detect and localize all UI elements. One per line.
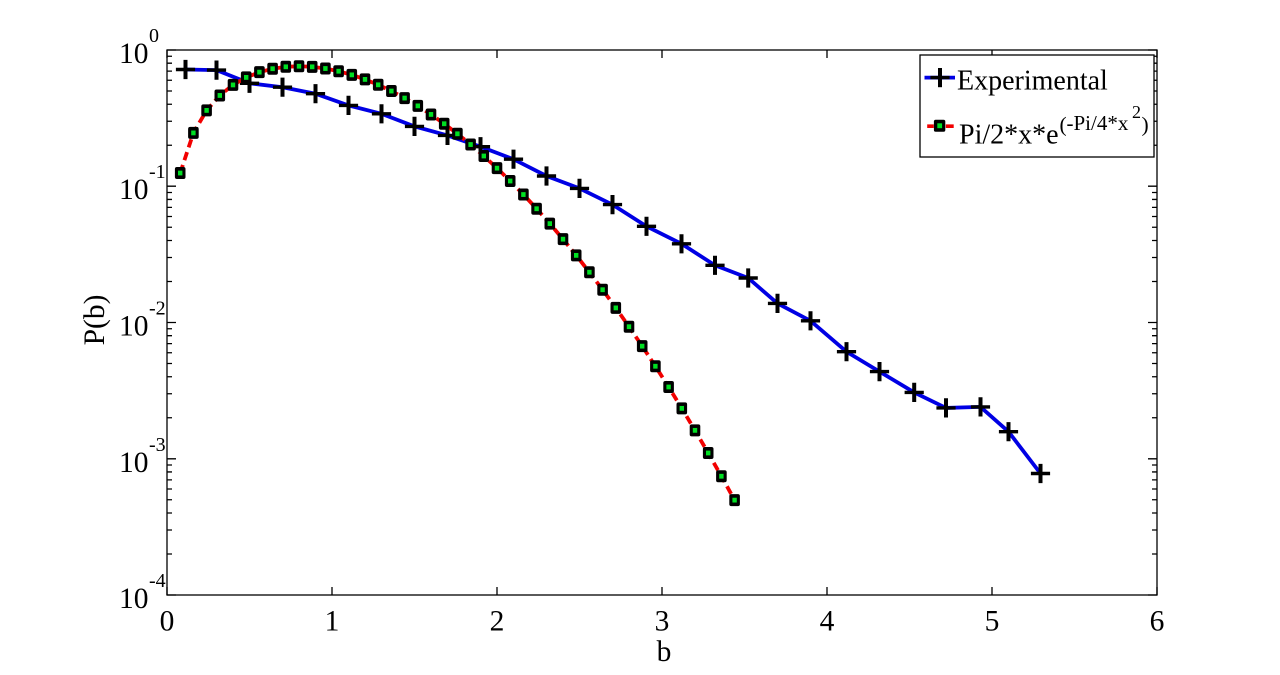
svg-text:10: 10	[119, 38, 149, 70]
svg-text:-4: -4	[149, 570, 166, 592]
svg-text:10: 10	[119, 447, 149, 479]
svg-text:5: 5	[985, 606, 1000, 638]
svg-text:-1: -1	[149, 161, 166, 183]
svg-text:(: (	[1060, 113, 1067, 137]
svg-text:0: 0	[149, 25, 159, 47]
svg-text:Experimental: Experimental	[957, 65, 1108, 96]
svg-text:2: 2	[490, 606, 505, 638]
svg-text:6: 6	[1150, 606, 1165, 638]
svg-text:Pi/2*x*e: Pi/2*x*e	[959, 120, 1059, 151]
svg-text:0: 0	[160, 606, 175, 638]
svg-text:): )	[1142, 113, 1149, 137]
svg-text:10: 10	[119, 583, 149, 615]
svg-text:4: 4	[820, 606, 835, 638]
svg-text:-2: -2	[149, 298, 166, 320]
svg-text:b: b	[657, 636, 672, 668]
svg-text:10: 10	[119, 311, 149, 343]
svg-text:-3: -3	[149, 434, 166, 456]
svg-text:3: 3	[655, 606, 670, 638]
svg-text:-Pi/4*x: -Pi/4*x	[1067, 111, 1129, 135]
svg-text:P(b): P(b)	[79, 295, 111, 346]
svg-text:1: 1	[325, 606, 340, 638]
svg-text:10: 10	[119, 174, 149, 206]
svg-text:2: 2	[1132, 102, 1141, 122]
